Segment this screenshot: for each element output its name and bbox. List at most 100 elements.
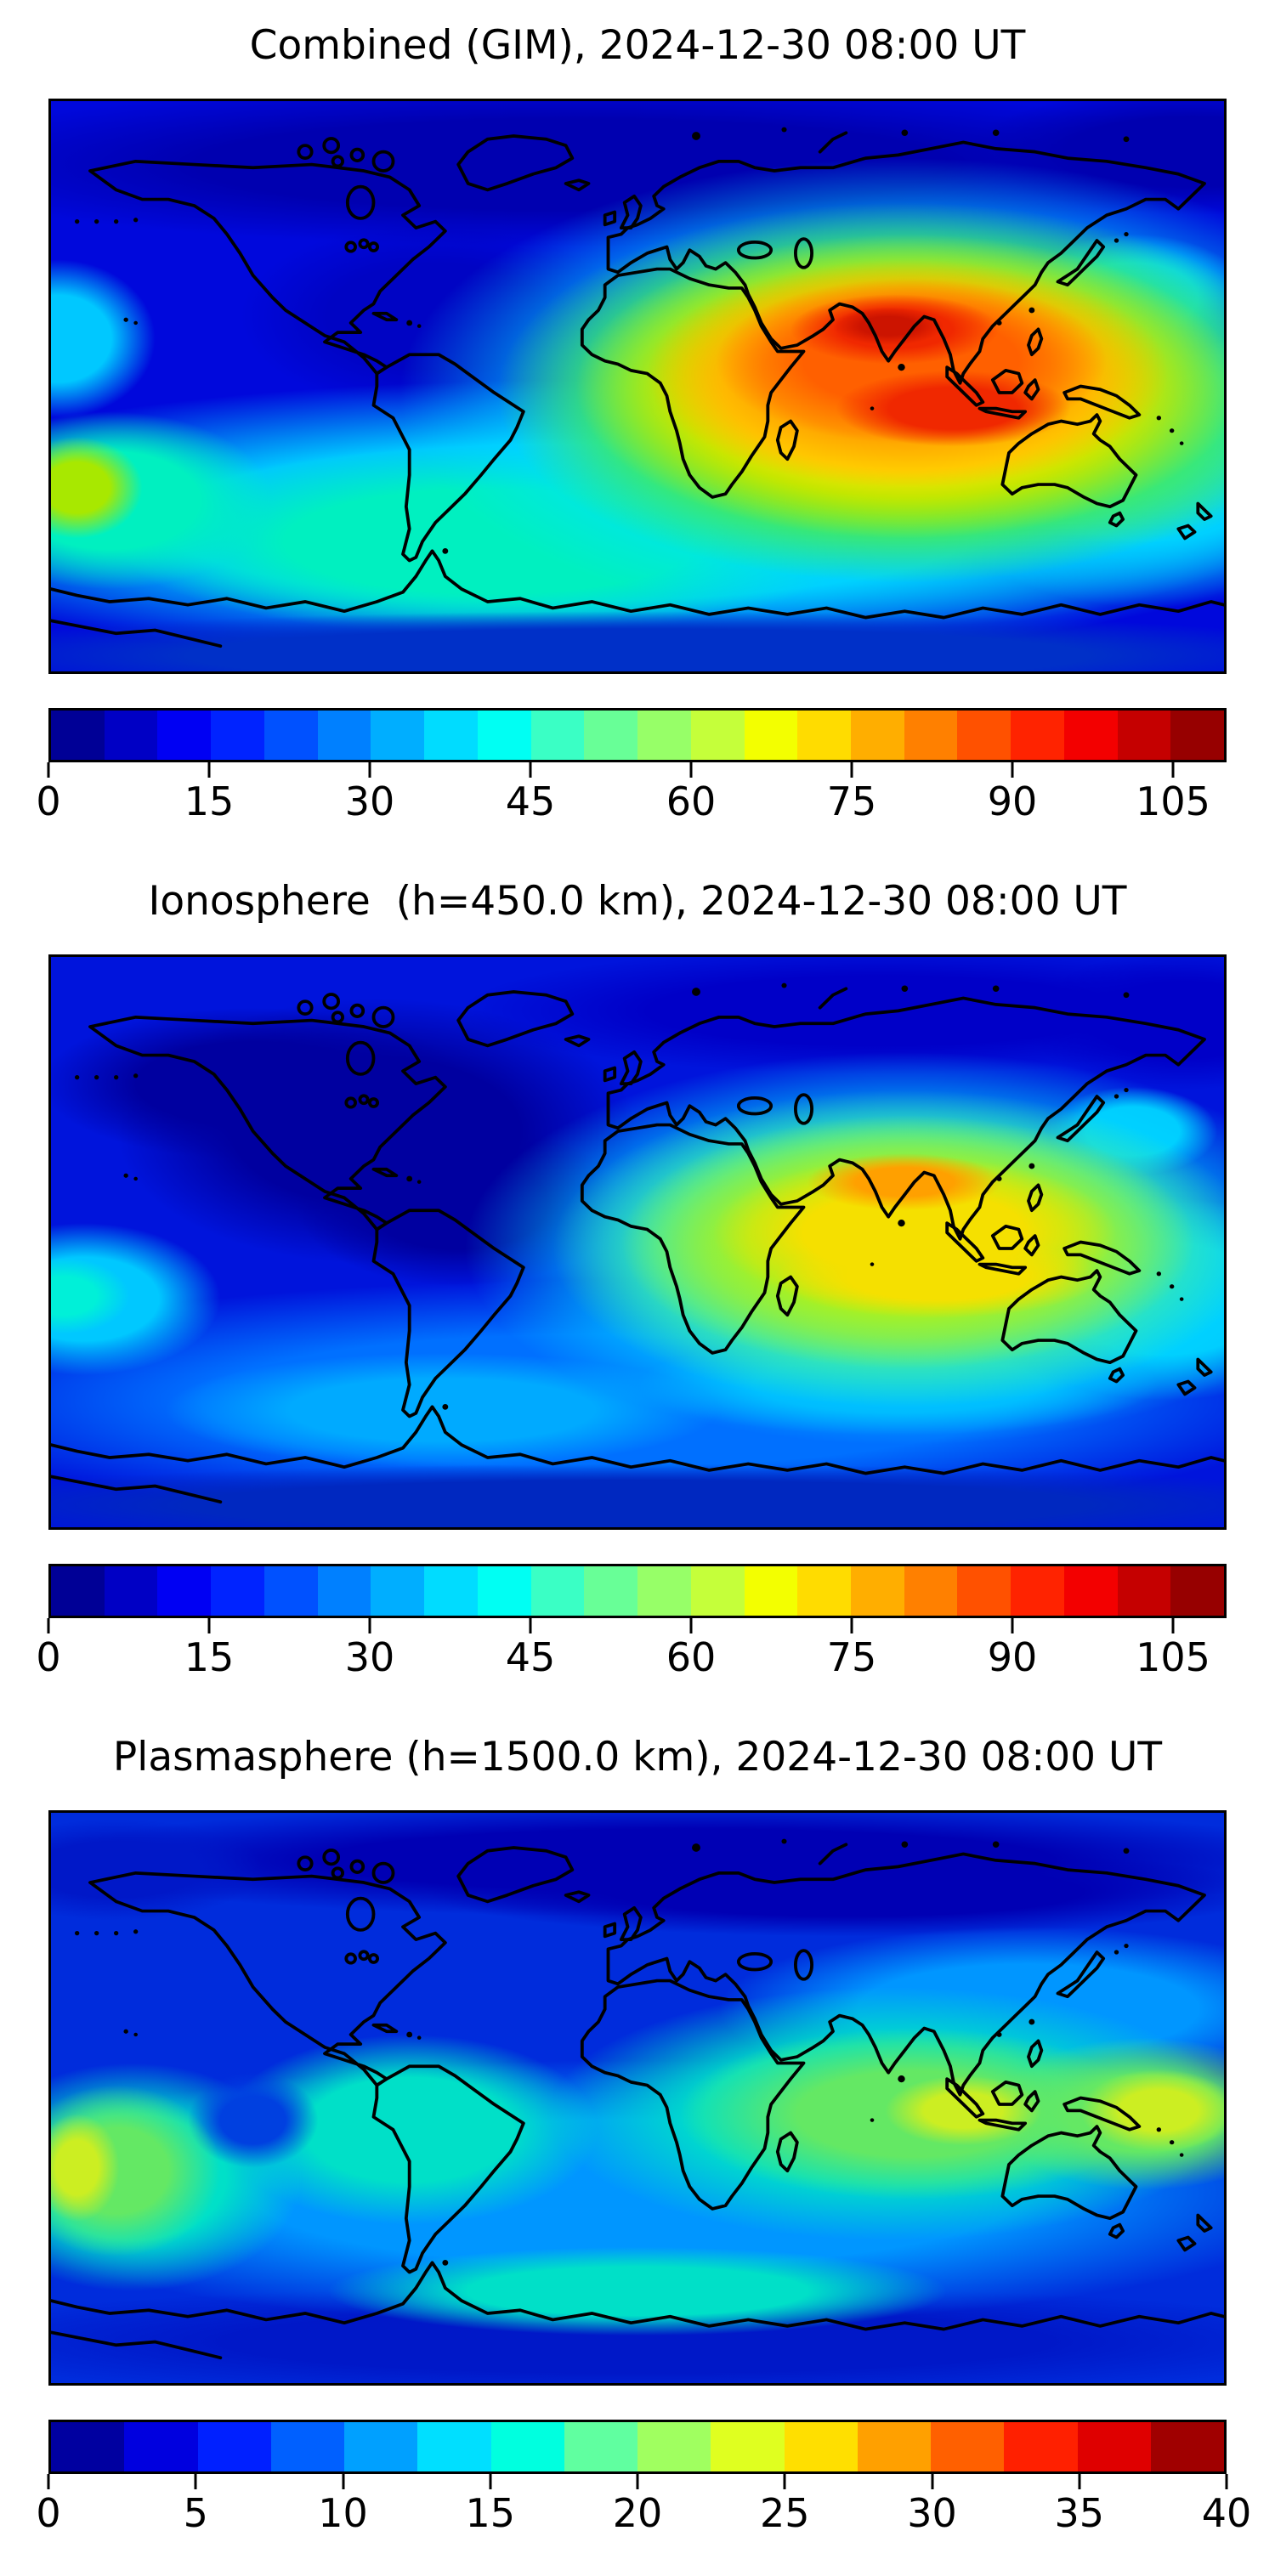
colorbar-segment <box>904 1566 958 1616</box>
colorbar-tick-label: 5 <box>183 2490 208 2536</box>
colorbar-tick-label: 15 <box>184 778 235 824</box>
colorbar-segment <box>1063 1566 1118 1616</box>
colorbar-tick-label: 0 <box>36 778 61 824</box>
colorbar-segment <box>638 1566 691 1616</box>
colorbar-tickmark <box>194 2474 197 2489</box>
map-ionosphere <box>48 954 1227 1530</box>
colorbar <box>48 2420 1227 2474</box>
tec-field <box>51 1813 1224 2383</box>
colorbar-tickmark <box>689 1618 693 1633</box>
colorbar-tickmark <box>1011 1618 1014 1633</box>
colorbar-tickmark <box>1011 762 1014 778</box>
colorbar-segment <box>530 711 585 760</box>
colorbar-segment <box>564 2422 638 2471</box>
colorbar-segment <box>1150 2422 1224 2471</box>
tec-field <box>51 957 1224 1527</box>
colorbar-tick-label: 0 <box>36 2490 61 2536</box>
colorbar-tickmark <box>1171 1618 1175 1633</box>
colorbar-tick-label: 10 <box>318 2490 368 2536</box>
colorbar-tick-label: 45 <box>505 778 556 824</box>
colorbar-tick-label: 105 <box>1136 778 1210 824</box>
colorbar-tickmark <box>368 762 371 778</box>
colorbar-segment <box>51 1566 105 1616</box>
colorbar-segment <box>211 711 264 760</box>
colorbar-segment <box>690 1566 745 1616</box>
colorbar-tickmark <box>850 1618 853 1633</box>
colorbar-segment <box>744 711 798 760</box>
colorbar-segment <box>157 711 212 760</box>
colorbar-tick-label: 15 <box>465 2490 516 2536</box>
colorbar-tickmark <box>850 762 853 778</box>
colorbar-segment <box>711 2422 785 2471</box>
colorbar-tick-label: 25 <box>759 2490 810 2536</box>
colorbar-tickmark <box>207 1618 211 1633</box>
colorbar-tick-label: 40 <box>1201 2490 1252 2536</box>
colorbar-segment <box>317 1566 371 1616</box>
colorbar <box>48 708 1227 762</box>
map-plasmasphere <box>48 1810 1227 2386</box>
colorbar-segment <box>417 2422 491 2471</box>
colorbar-tickmark <box>529 762 532 778</box>
colorbar-segment <box>1011 1566 1064 1616</box>
colorbar-tick-label: 90 <box>987 1634 1038 1680</box>
colorbar-tick-label: 30 <box>907 2490 957 2536</box>
panel-title: Plasmasphere (h=1500.0 km), 2024-12-30 0… <box>112 1734 1163 1781</box>
colorbar-tick-label: 20 <box>612 2490 663 2536</box>
world-tec-map <box>51 101 1224 671</box>
colorbar-tickmark <box>529 1618 532 1633</box>
colorbar-tickmark <box>931 2474 933 2489</box>
colorbar-tickmark <box>636 2474 639 2489</box>
tec-field <box>51 101 1224 671</box>
colorbar-tickmark <box>1078 2474 1081 2489</box>
world-tec-map <box>51 957 1224 1527</box>
colorbar-tickmark <box>368 1618 371 1633</box>
colorbar-segment <box>797 711 852 760</box>
colorbar-segment <box>857 2422 931 2471</box>
colorbar-segment <box>424 1566 478 1616</box>
colorbar-tick-label: 105 <box>1136 1634 1210 1680</box>
colorbar-tick-label: 30 <box>344 1634 395 1680</box>
colorbar-tickmark <box>689 762 693 778</box>
colorbar-segment <box>1077 2422 1151 2471</box>
panel-ionosphere: Ionosphere (h=450.0 km), 2024-12-30 08:0… <box>0 880 1275 1720</box>
colorbar <box>48 1564 1227 1618</box>
colorbar-segment <box>851 711 904 760</box>
colorbar-segment <box>51 711 105 760</box>
colorbar-segment <box>904 711 958 760</box>
colorbar-segment <box>490 2422 564 2471</box>
colorbar-segment <box>744 1566 798 1616</box>
colorbar-tick-label: 35 <box>1054 2490 1105 2536</box>
panel-title: Combined (GIM), 2024-12-30 08:00 UT <box>249 22 1026 69</box>
panel-plasmasphere: Plasmasphere (h=1500.0 km), 2024-12-30 0… <box>0 1735 1275 2576</box>
colorbar-axis: 0 5 10 15 20 25 30 35 40 <box>36 2474 1251 2540</box>
colorbar-segment <box>264 711 318 760</box>
colorbar-segment <box>51 2422 125 2471</box>
colorbar-tick-label: 90 <box>987 778 1038 824</box>
colorbar-segment <box>1117 711 1171 760</box>
colorbar-segment <box>1011 711 1064 760</box>
colorbar-segment <box>797 1566 852 1616</box>
colorbar-segment <box>1170 1566 1225 1616</box>
colorbar-segment <box>1117 1566 1171 1616</box>
colorbar-segment <box>371 711 425 760</box>
colorbar-tickmark <box>1225 2474 1228 2489</box>
colorbar-axis: 0 15 30 45 60 75 90 105 <box>36 762 1227 829</box>
colorbar-segment <box>104 1566 158 1616</box>
colorbar-tickmark <box>47 1618 50 1633</box>
colorbar-tick-label: 60 <box>666 1634 717 1680</box>
colorbar-tick-label: 75 <box>826 1634 877 1680</box>
colorbar-tick-label: 15 <box>184 1634 235 1680</box>
colorbar-segment <box>638 2422 711 2471</box>
colorbar-tick-label: 75 <box>826 778 877 824</box>
colorbar-tick-label: 0 <box>36 1634 61 1680</box>
panel-combined-gim: Combined (GIM), 2024-12-30 08:00 UT <box>0 24 1275 864</box>
colorbar-segment <box>124 2422 198 2471</box>
colorbar-segment <box>530 1566 585 1616</box>
colorbar-segment <box>157 1566 212 1616</box>
colorbar-segment <box>264 1566 318 1616</box>
colorbar-segment <box>424 711 478 760</box>
colorbar-segment <box>317 711 371 760</box>
colorbar-segment <box>104 711 158 760</box>
colorbar-segment <box>270 2422 344 2471</box>
colorbar-tickmark <box>207 762 211 778</box>
